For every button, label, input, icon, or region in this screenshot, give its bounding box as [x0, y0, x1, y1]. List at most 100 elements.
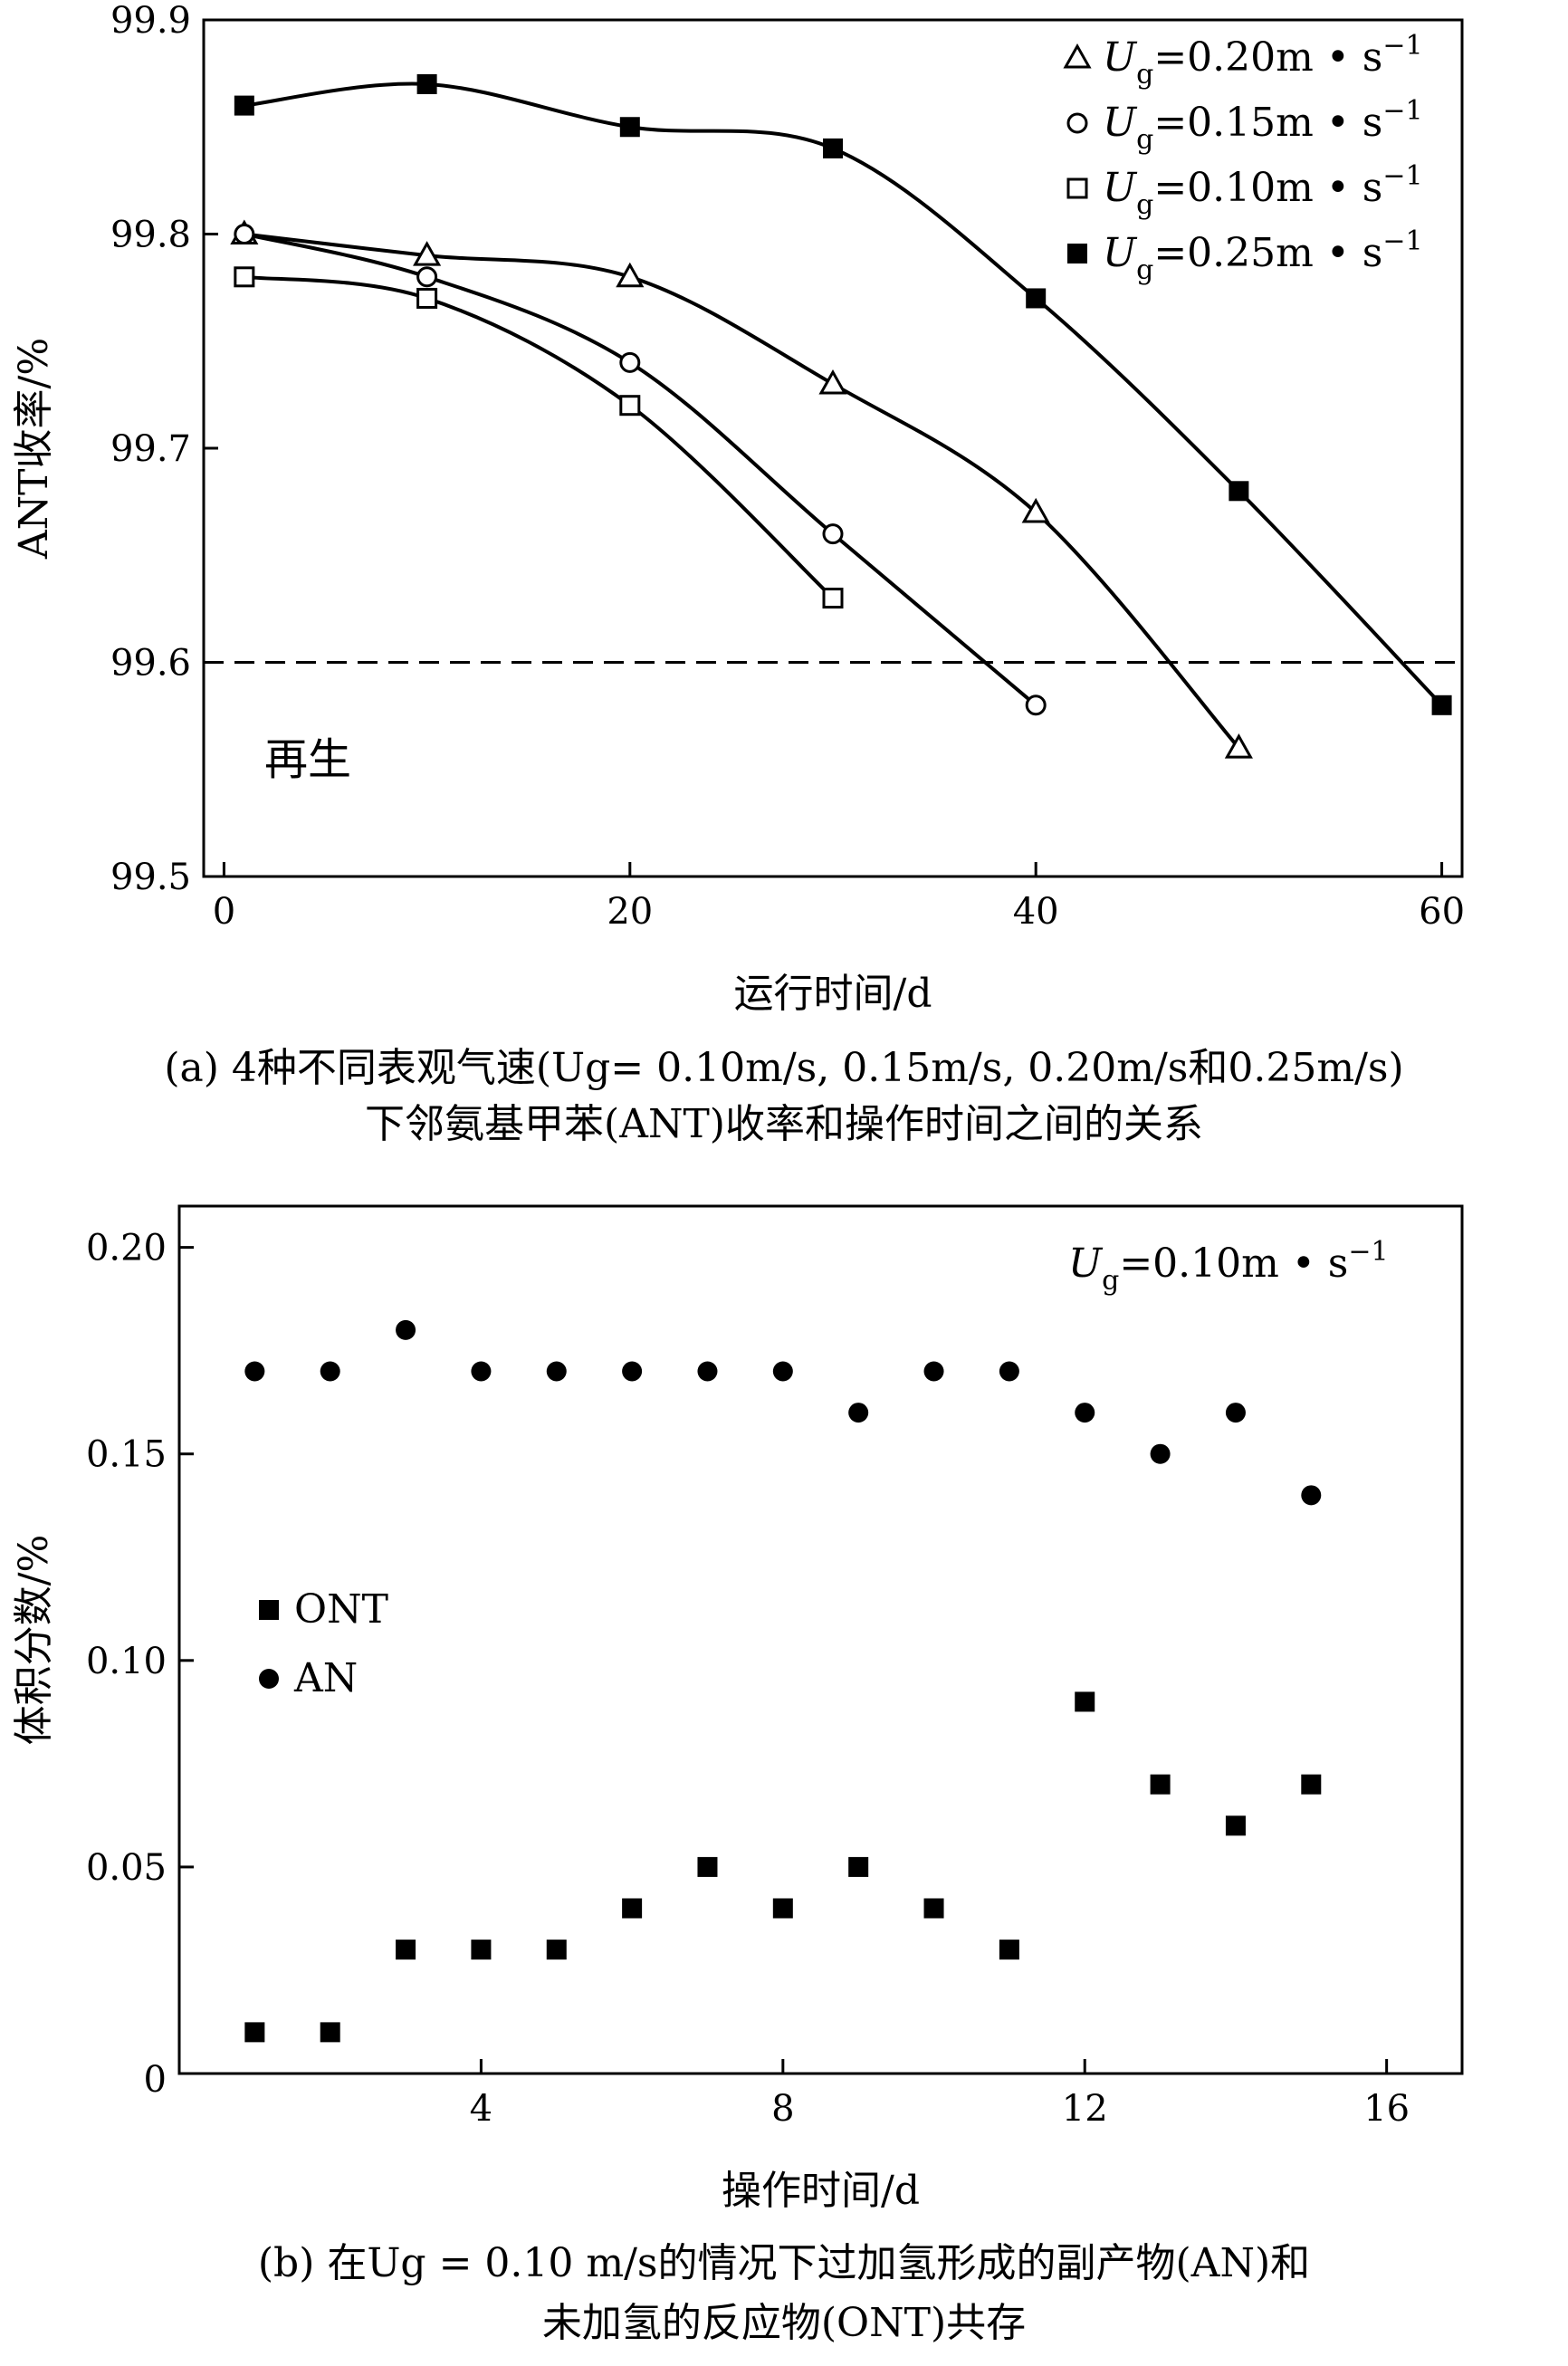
series-line-a	[244, 232, 1037, 707]
data-point-a	[619, 117, 640, 138]
data-point-a	[1431, 694, 1452, 715]
x-tick-label-a: 40	[1013, 891, 1059, 933]
legend-marker-b	[259, 1669, 279, 1689]
data-point-b	[923, 1898, 944, 1919]
legend-label-a: Ug=0.20m • s−1	[1103, 30, 1423, 91]
legend-b: ONT AN	[259, 1586, 388, 1701]
regeneration-label: 再生	[264, 734, 351, 785]
data-point-b	[622, 1361, 643, 1382]
y-tick-label-b: 0.05	[86, 1847, 167, 1889]
legend-marker-a	[1066, 112, 1088, 134]
data-point-a	[416, 73, 437, 94]
caption-b-line1: (b) 在Ug = 0.10 m/s的情况下过加氢形成的副产物(AN)和	[258, 2240, 1310, 2286]
data-point-b	[622, 1898, 643, 1919]
data-point-b	[471, 1361, 492, 1382]
data-point-b	[320, 2022, 340, 2043]
panel-b: 0 0.05 0.10 0.15 0.20 4 8 12 16 操作时间/d 体积分数/% Ug=0.…	[11, 1204, 1464, 2346]
data-point-b	[772, 1898, 793, 1919]
data-point-b	[848, 1856, 869, 1877]
data-point-b	[1301, 1485, 1322, 1506]
data-point-b	[1225, 1815, 1246, 1836]
y-tick-label-a: 99.5	[110, 857, 191, 898]
caption-a-line1: (a) 4种不同表观气速(Ug= 0.10m/s, 0.15m/s, 0.20m…	[164, 1045, 1403, 1091]
legend-marker-b	[259, 1600, 279, 1620]
x-axis-title-a: 运行时间/d	[734, 971, 932, 1017]
legend-label-b: ONT	[294, 1586, 388, 1633]
data-point-a	[823, 138, 843, 158]
data-point-b	[320, 1361, 340, 1382]
x-tick-label-b: 12	[1062, 2088, 1108, 2130]
data-point-a	[822, 523, 844, 545]
data-point-b	[999, 1940, 1019, 1960]
x-tick-label-a: 20	[607, 891, 653, 933]
data-point-a	[416, 287, 438, 309]
series-a-0	[230, 219, 1253, 759]
legend-label-a: Ug=0.10m • s−1	[1103, 160, 1423, 221]
data-point-b	[546, 1361, 567, 1382]
data-point-a	[616, 262, 645, 288]
data-point-b	[697, 1856, 718, 1877]
series-line-a	[244, 232, 1240, 750]
y-tick-label-b: 0	[144, 2059, 167, 2101]
y-tick-label-a: 99.8	[110, 215, 191, 256]
x-tick-label-b: 8	[771, 2088, 794, 2130]
series-line-a	[244, 81, 1444, 707]
caption-b-line2: 未加氢的反应物(ONT)共存	[542, 2300, 1026, 2346]
data-point-a	[1229, 481, 1249, 502]
y-tick-label-a: 99.6	[110, 643, 191, 685]
x-tick-label-a: 0	[213, 891, 235, 933]
condition-label-b: Ug=0.10m • s−1	[1068, 1236, 1389, 1297]
data-point-b	[244, 1361, 265, 1382]
data-point-b	[1225, 1403, 1246, 1423]
panel-a: 99.5 99.6 99.7 99.8 99.9 0 20 40 60 运行时间/d ANT收率/%…	[11, 0, 1465, 1147]
y-tick-label-a: 99.9	[110, 0, 191, 42]
legend-label-a: Ug=0.15m • s−1	[1103, 95, 1423, 156]
data-point-b	[848, 1403, 869, 1423]
series-b-1	[244, 1319, 1322, 1506]
data-point-a	[234, 224, 255, 244]
data-point-a	[1025, 694, 1047, 716]
data-point-a	[234, 95, 254, 116]
data-point-b	[471, 1940, 492, 1960]
caption-b: (b) 在Ug = 0.10 m/s的情况下过加氢形成的副产物(AN)和未加氢的…	[258, 2240, 1310, 2346]
caption-a: (a) 4种不同表观气速(Ug= 0.10m/s, 0.15m/s, 0.20m…	[164, 1045, 1403, 1147]
legend-marker-a	[1066, 177, 1088, 199]
data-point-b	[396, 1319, 416, 1340]
y-tick-label-b: 0.10	[86, 1641, 167, 1682]
data-point-a	[416, 266, 438, 288]
y-tick-label-b: 0.20	[86, 1228, 167, 1269]
data-point-b	[1150, 1443, 1171, 1464]
y-axis-title-a: ANT收率/%	[11, 338, 57, 560]
series-a-3	[234, 73, 1452, 715]
x-tick-label-b: 16	[1363, 2088, 1410, 2130]
series-a-2	[234, 266, 844, 609]
caption-a-line2: 下邻氨基甲苯(ANT)收率和操作时间之间的关系	[365, 1101, 1203, 1147]
data-point-a	[619, 395, 641, 417]
data-point-a	[822, 588, 844, 609]
data-point-a	[619, 351, 641, 373]
series-a-1	[234, 224, 1047, 716]
y-tick-label-b: 0.15	[86, 1434, 167, 1476]
data-point-b	[244, 2022, 265, 2043]
data-point-b	[772, 1361, 793, 1382]
legend-marker-a	[1063, 43, 1092, 69]
data-point-a	[1026, 288, 1047, 309]
data-point-a	[413, 241, 442, 266]
data-point-a	[818, 369, 847, 395]
plot-frame-b	[177, 1204, 1464, 2075]
data-point-b	[1301, 1774, 1322, 1795]
x-axis-title-b: 操作时间/d	[722, 2168, 920, 2214]
data-point-b	[396, 1940, 416, 1960]
x-tick-label-a: 60	[1419, 891, 1465, 933]
data-point-a	[1021, 497, 1050, 523]
x-tick-label-b: 4	[470, 2088, 492, 2130]
legend-a: Ug=0.20m • s−1Ug=0.15m • s−1Ug=0.10m • s…	[1063, 30, 1423, 286]
data-point-a	[234, 266, 255, 288]
data-point-b	[999, 1361, 1019, 1382]
data-point-b	[1150, 1774, 1171, 1795]
data-point-b	[1075, 1403, 1095, 1423]
data-point-b	[546, 1940, 567, 1960]
data-point-b	[697, 1361, 718, 1382]
series-b-0	[244, 1691, 1322, 2043]
